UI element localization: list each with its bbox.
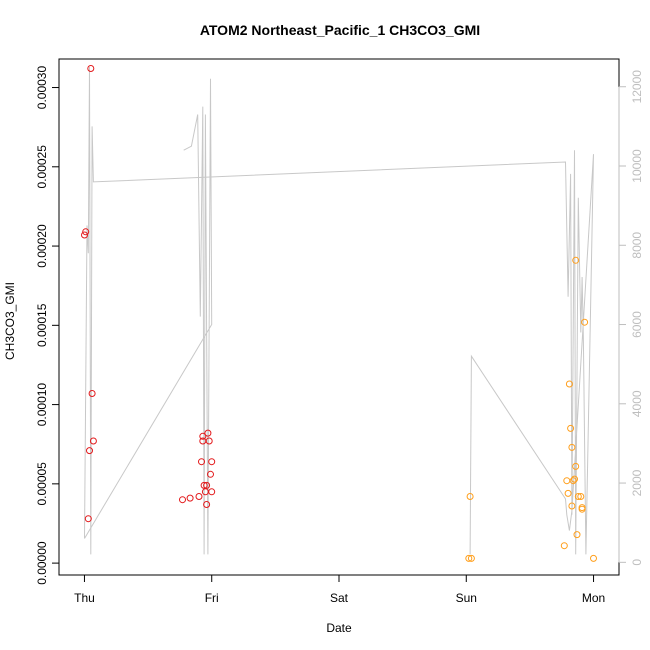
data-point bbox=[563, 477, 571, 485]
data-point bbox=[569, 477, 577, 485]
data-point bbox=[186, 494, 194, 502]
data-point bbox=[208, 458, 216, 466]
data-point bbox=[581, 318, 589, 326]
data-point bbox=[567, 424, 575, 432]
y-tick-label: 0.00010 bbox=[35, 383, 49, 427]
x-tick-label: Thu bbox=[74, 591, 95, 605]
data-point bbox=[577, 493, 585, 500]
data-point bbox=[203, 481, 211, 489]
data-point bbox=[203, 501, 211, 508]
y2-tick-label: 12000 bbox=[630, 70, 644, 104]
y-axis-label: CH3CO3_GMI bbox=[3, 282, 17, 360]
x-tick-label: Sat bbox=[330, 591, 349, 605]
x-tick-label: Mon bbox=[582, 591, 605, 605]
data-point bbox=[198, 458, 205, 466]
altitude-line-segment bbox=[84, 66, 594, 555]
x-axis-label: Date bbox=[326, 621, 352, 635]
data-point bbox=[87, 65, 95, 72]
data-point bbox=[565, 380, 573, 388]
data-point bbox=[571, 475, 578, 483]
data-point bbox=[81, 231, 88, 239]
data-point bbox=[195, 493, 203, 500]
data-point bbox=[179, 496, 186, 504]
y2-tick-label: 8000 bbox=[630, 232, 644, 259]
altitude-line-layer bbox=[84, 66, 594, 555]
data-point bbox=[86, 447, 93, 455]
data-point bbox=[574, 493, 582, 500]
data-point bbox=[89, 437, 97, 445]
y2-tick-label: 6000 bbox=[630, 311, 644, 338]
data-point bbox=[465, 554, 473, 562]
data-point bbox=[572, 462, 580, 470]
data-point bbox=[199, 432, 207, 440]
data-point bbox=[204, 429, 212, 437]
x-tick-label: Fri bbox=[205, 591, 219, 605]
data-point bbox=[590, 554, 597, 562]
data-point bbox=[578, 505, 586, 513]
y-tick-label: 0.00000 bbox=[35, 541, 49, 585]
y-tick-label: 0.00005 bbox=[35, 462, 49, 506]
data-point bbox=[208, 488, 216, 496]
data-point bbox=[200, 481, 208, 489]
plot-frame bbox=[58, 58, 620, 576]
y2-tick-label: 4000 bbox=[630, 390, 644, 417]
data-point bbox=[88, 390, 96, 397]
x-axis: Thu Fri Sat Sun Mon bbox=[74, 574, 605, 605]
data-point bbox=[572, 256, 580, 264]
data-point bbox=[573, 531, 581, 539]
secondary-y-axis: 0 2000 4000 6000 8000 10000 12000 bbox=[618, 70, 644, 566]
y-tick-label: 0.00020 bbox=[35, 224, 49, 268]
altitude-line-segment bbox=[84, 78, 213, 555]
y2-tick-label: 2000 bbox=[630, 469, 644, 496]
data-point bbox=[560, 542, 568, 550]
data-point bbox=[467, 554, 475, 562]
y2-tick-label: 10000 bbox=[630, 149, 644, 183]
chart-title: ATOM2 Northeast_Pacific_1 CH3CO3_GMI bbox=[200, 22, 480, 38]
y-tick-label: 0.00015 bbox=[35, 303, 49, 347]
data-point bbox=[82, 228, 90, 236]
data-point bbox=[207, 470, 214, 478]
data-points-layer bbox=[81, 65, 597, 562]
x-tick-label: Sun bbox=[456, 591, 477, 605]
data-point bbox=[564, 489, 572, 497]
data-point bbox=[84, 515, 92, 523]
data-point bbox=[568, 443, 576, 451]
y2-tick-label: 0 bbox=[630, 559, 644, 566]
y-tick-label: 0.00030 bbox=[35, 66, 49, 110]
data-point bbox=[466, 493, 474, 500]
y-axis: 0.00000 0.00005 0.00010 0.00015 0.00020 0.000… bbox=[35, 66, 60, 585]
data-point bbox=[205, 437, 213, 445]
data-point bbox=[568, 502, 576, 510]
y-tick-label: 0.00025 bbox=[35, 145, 49, 189]
